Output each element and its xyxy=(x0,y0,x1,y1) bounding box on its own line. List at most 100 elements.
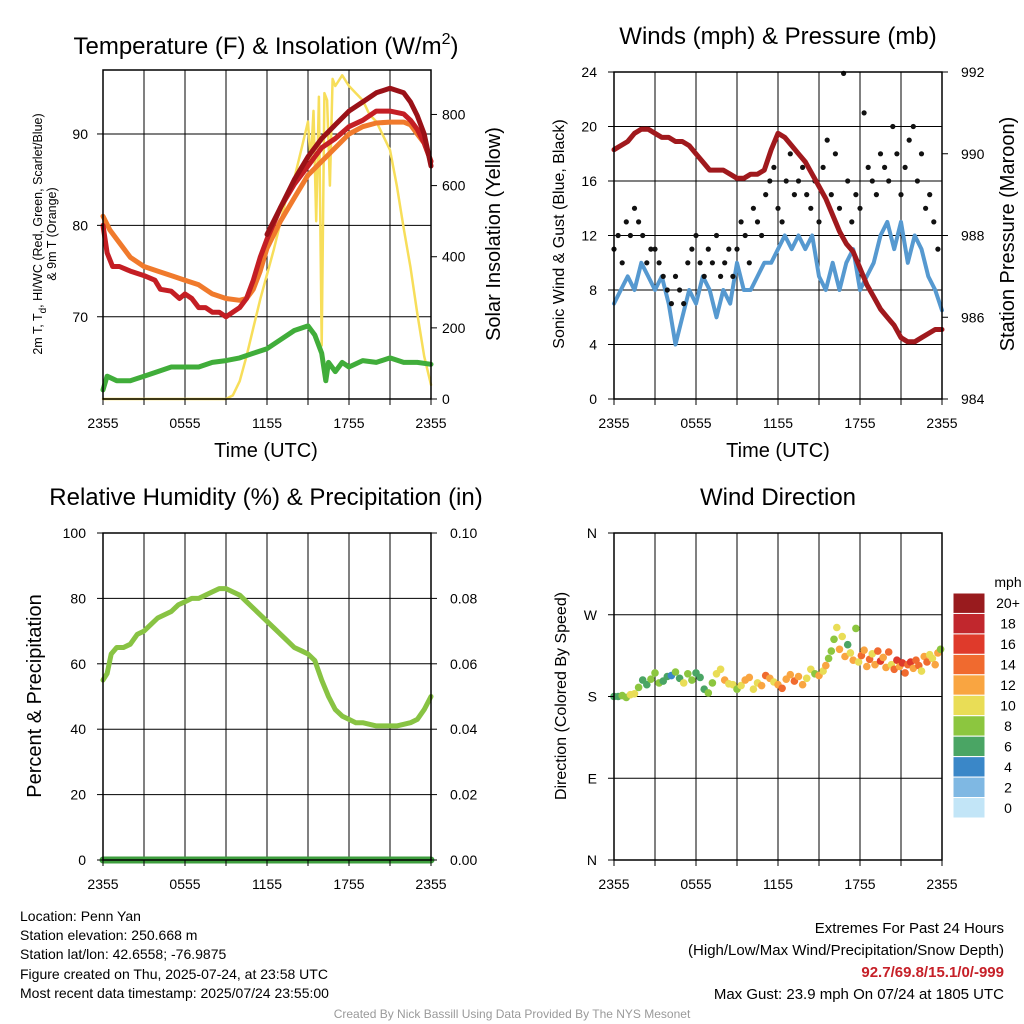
max-gust: Max Gust: 23.9 mph On 07/24 at 1805 UTC xyxy=(713,986,1004,1003)
gust-point xyxy=(927,192,933,198)
y-tick-label-left: 0 xyxy=(78,852,86,868)
chart-title-winds: Winds (mph) & Pressure (mb) xyxy=(619,23,936,50)
gust-point xyxy=(828,192,834,198)
recent-timestamp: Most recent data timestamp: 2025/07/24 2… xyxy=(20,984,329,1001)
humidity-panel: 0 20 40 60 80 100 0.00 0.02 0.04 0.06 0.08 0.10 2355… xyxy=(24,484,483,892)
chart-title-humidity: Relative Humidity (%) & Precipitation (i… xyxy=(49,484,482,511)
direction-point xyxy=(824,654,833,663)
y-tick-label-right: 0.02 xyxy=(450,787,477,803)
gust-point xyxy=(787,151,793,157)
gust-point xyxy=(746,260,752,266)
gust-point xyxy=(894,151,900,157)
extremes-info: Extremes For Past 24 Hours (High/Low/Max… xyxy=(688,918,1004,1006)
y-tick-label-right: 992 xyxy=(961,64,985,80)
y-tick-label-left: 60 xyxy=(70,656,86,672)
gust-point xyxy=(857,205,863,211)
gust-point xyxy=(914,178,921,184)
y-tick-label-right: 600 xyxy=(442,178,466,194)
gust-point xyxy=(886,178,892,184)
gust-point xyxy=(705,246,711,252)
y-tick-label-right: 0.10 xyxy=(450,525,477,541)
gust-point xyxy=(636,219,642,225)
gust-point xyxy=(640,232,646,239)
gust-point xyxy=(898,192,904,198)
y-tick-label-right: 986 xyxy=(961,309,985,325)
y-tick-label-right: 988 xyxy=(961,228,985,244)
x-tick-label-winds: 1755 xyxy=(844,415,875,431)
direction-point xyxy=(671,668,680,676)
y-tick-label-left: 16 xyxy=(581,173,597,189)
gust-point xyxy=(804,192,810,198)
y-tick-label-left: 40 xyxy=(70,721,86,737)
gust-point xyxy=(800,164,806,170)
gust-point xyxy=(816,219,822,225)
gust-point xyxy=(824,137,830,143)
gust-point xyxy=(648,246,654,252)
colorbar-label: 6 xyxy=(1004,738,1012,754)
gust-point xyxy=(623,219,629,225)
gust-point xyxy=(677,287,683,293)
y-tick-label-direction: N xyxy=(587,852,597,868)
gust-point xyxy=(845,178,851,184)
x-tick-label-humidity: 2355 xyxy=(415,876,446,892)
gust-point xyxy=(672,273,679,279)
x-tick-label-temperature: 2355 xyxy=(415,415,446,431)
gust-point xyxy=(652,246,658,252)
x-tick-label-temperature: 2355 xyxy=(87,415,118,431)
gust-point xyxy=(730,273,736,279)
gust-point xyxy=(795,178,802,184)
y-tick-label-right: 0 xyxy=(442,391,450,407)
direction-point xyxy=(874,647,882,655)
gust-point xyxy=(709,260,716,266)
gust-point xyxy=(726,246,732,252)
direction-point xyxy=(923,658,931,666)
gust-point xyxy=(689,246,695,252)
colorbar-label: 16 xyxy=(1000,636,1016,652)
direction-point xyxy=(854,658,863,666)
y-axis-label-left: Sonic Wind & Gust (Blue, Black) xyxy=(551,119,568,348)
gust-point xyxy=(882,164,888,170)
x-tick-label-winds: 1155 xyxy=(763,415,793,431)
gust-point xyxy=(742,232,748,239)
y-tick-label-right: 0.08 xyxy=(450,590,477,606)
gust-point xyxy=(775,205,781,211)
ylabel-part: , HI/WC (Red, Green, Scarlet/Blue) xyxy=(31,113,45,308)
gust-point xyxy=(865,164,871,170)
series-line-station-pressure xyxy=(611,126,945,345)
direction-point xyxy=(860,646,868,654)
ylabel-subscript: d xyxy=(38,308,49,314)
gust-point xyxy=(701,273,707,279)
direction-point xyxy=(737,681,745,690)
x-tick-label-wind-direction: 0555 xyxy=(680,876,711,892)
direction-point xyxy=(802,674,811,683)
gust-point xyxy=(738,219,744,225)
y-tick-label-right: 200 xyxy=(442,320,466,336)
y-axis-label-left-line1: 2m T, Td, HI/WC (Red, Green, Scarlet/Blu… xyxy=(31,113,49,354)
gust-point xyxy=(664,287,670,293)
colorbar-label: 2 xyxy=(1004,779,1012,795)
gust-point xyxy=(644,260,650,266)
direction-point xyxy=(679,679,688,687)
y-tick-label-right: 0.06 xyxy=(450,656,477,672)
direction-point xyxy=(794,672,803,681)
direction-point xyxy=(852,624,860,633)
x-tick-label-humidity: 1155 xyxy=(252,876,282,892)
series-line-hi-wc xyxy=(264,85,434,237)
gust-point xyxy=(750,205,757,211)
direction-point xyxy=(630,690,639,698)
direction-point xyxy=(901,669,909,677)
gust-point xyxy=(931,219,937,225)
colorbar-swatch xyxy=(952,756,986,778)
gust-point xyxy=(685,260,691,266)
station-location: Location: Penn Yan xyxy=(20,908,141,924)
gust-point xyxy=(873,192,880,198)
y-tick-label-left: 100 xyxy=(63,525,87,541)
y-tick-label-left: 80 xyxy=(70,590,86,606)
station-info: Location: Penn Yan Station elevation: 25… xyxy=(20,907,329,1003)
gust-point xyxy=(718,273,724,279)
gust-point xyxy=(849,219,855,225)
credit-line: Created By Nick Bassill Using Data Provi… xyxy=(333,1007,691,1021)
x-tick-label-temperature: 0555 xyxy=(169,415,200,431)
direction-point xyxy=(696,673,704,682)
